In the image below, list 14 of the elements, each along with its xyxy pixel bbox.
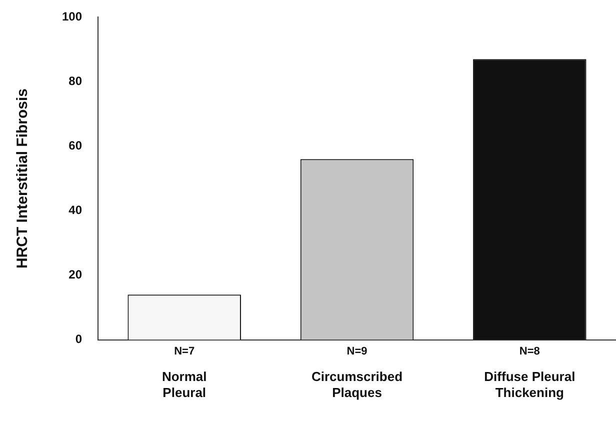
x-tick-label: Normal Pleural xyxy=(162,369,207,400)
text: N=8 xyxy=(519,345,540,358)
y-tick-label: 0 xyxy=(75,332,82,346)
y-tick-label: 80 xyxy=(68,74,82,88)
y-tick-label: 100 xyxy=(62,10,82,24)
x-tick-label: Circumscribed Plaques xyxy=(311,369,403,400)
text: N=7 xyxy=(174,345,195,358)
bar xyxy=(473,59,586,340)
text: N=9 xyxy=(346,345,368,358)
y-tick-label: 40 xyxy=(68,203,82,218)
y-tick-label: 60 xyxy=(68,138,82,153)
x-tick-label: Diffuse Pleural Thickening xyxy=(484,369,576,400)
y-tick-label: 20 xyxy=(68,268,82,282)
y-axis-title: HRCT Interstitial Fibrosis xyxy=(14,88,32,269)
